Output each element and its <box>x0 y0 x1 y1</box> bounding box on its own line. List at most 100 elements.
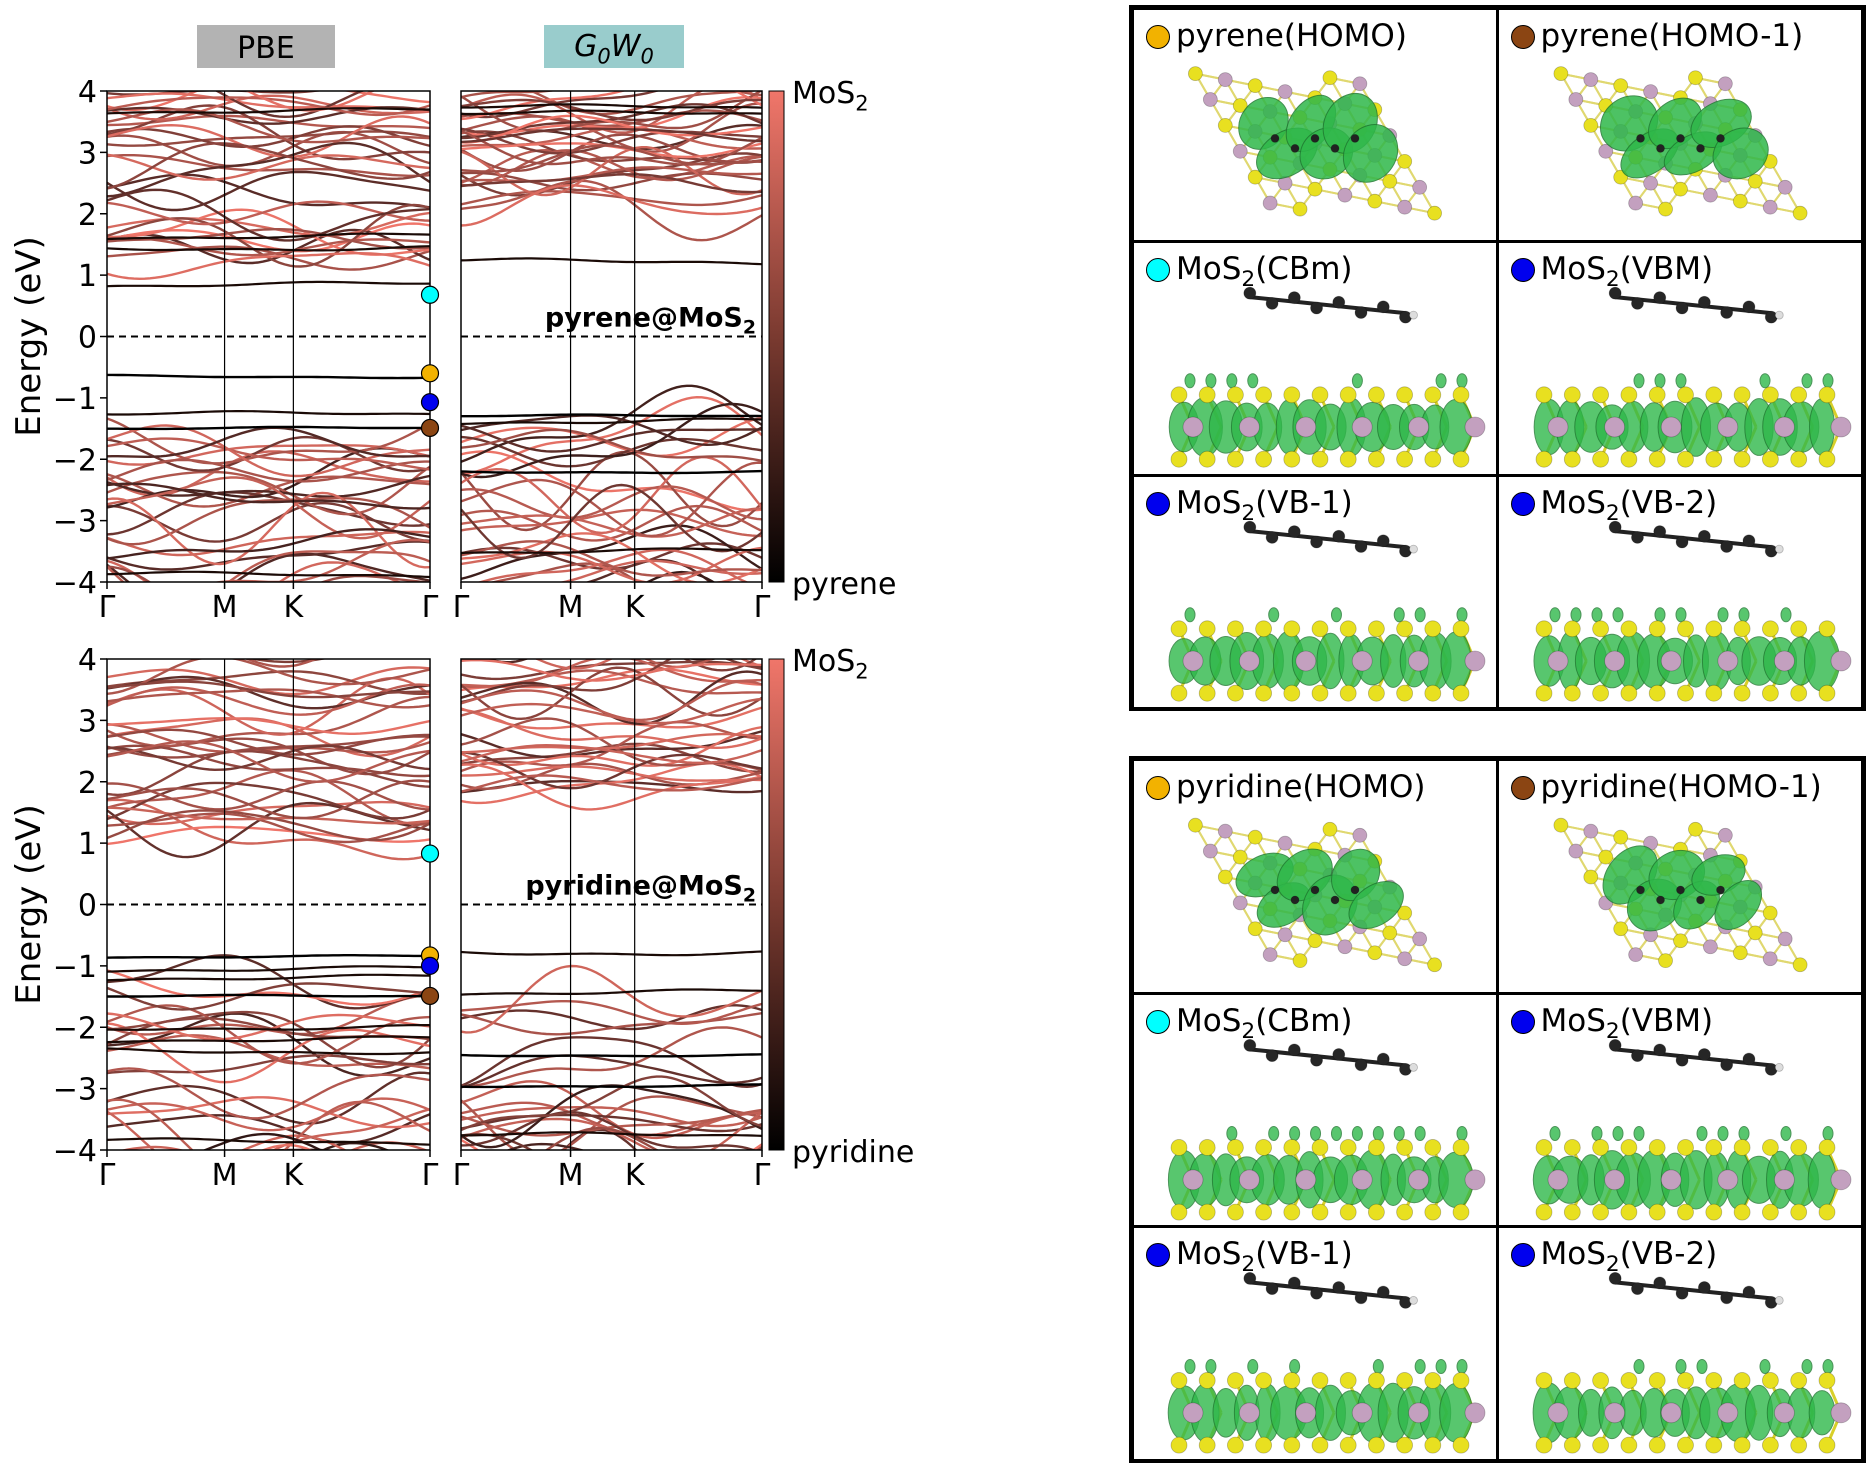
band-line <box>107 153 430 181</box>
band-line <box>107 666 430 696</box>
molecular-level <box>107 107 430 115</box>
band-line <box>461 149 762 187</box>
y-tick-label: −4 <box>53 566 97 601</box>
molecular-level <box>461 1083 762 1089</box>
y-axis-label: Energy (eV) <box>9 236 49 437</box>
band-line <box>461 1110 757 1150</box>
band-line <box>461 1154 762 1183</box>
orbital-cell-pyrene-0: pyrene(HOMO) <box>1132 8 1498 243</box>
band-line <box>107 154 430 177</box>
orbital-label: pyridine(HOMO-1) <box>1510 769 1822 805</box>
gw-header-label: G0W0 <box>574 29 654 69</box>
band-line <box>461 416 762 458</box>
molecular-level <box>107 1047 430 1056</box>
orbital-label-text: pyridine(HOMO-1) <box>1540 769 1822 805</box>
band-line <box>107 476 430 540</box>
kpoint-label: Γ <box>754 1158 771 1193</box>
band-line <box>107 1034 430 1070</box>
y-tick-label: −1 <box>53 950 97 985</box>
orbital-label: pyrene(HOMO) <box>1146 18 1407 54</box>
band-line <box>461 1012 762 1036</box>
y-tick-label: 3 <box>78 704 97 739</box>
molecular-level <box>107 954 430 959</box>
molecular-level <box>107 373 430 380</box>
state-color-dot <box>1510 25 1535 49</box>
kpoint-label: Γ <box>453 590 470 625</box>
band-line <box>461 1132 534 1150</box>
band-line <box>107 1159 430 1192</box>
band-line <box>107 769 430 826</box>
orbital-label: MoS2(VBM) <box>1510 1003 1713 1044</box>
band-line <box>214 91 365 119</box>
band-line <box>461 114 762 144</box>
colorbar-top-label: MoS2 <box>792 644 869 684</box>
y-tick-label: 2 <box>78 766 97 801</box>
band-line <box>461 91 762 99</box>
bands-3 <box>461 635 762 1183</box>
band-line <box>461 66 762 87</box>
orbital-isosurface-image <box>1167 1038 1486 1221</box>
band-line <box>107 728 430 756</box>
gamma-marker <box>420 844 440 863</box>
state-color-dot <box>1146 776 1170 800</box>
band-line <box>461 660 762 681</box>
colorbar-bottom-label: pyrene <box>792 567 896 602</box>
band-line <box>107 437 430 471</box>
y-tick-label: −2 <box>53 443 97 478</box>
molecular-level <box>107 425 430 431</box>
band-line <box>107 96 430 117</box>
band-line <box>107 473 430 508</box>
band-line <box>461 507 762 538</box>
band-line <box>461 1000 762 1026</box>
colorbar <box>768 90 785 583</box>
band-line <box>107 458 430 483</box>
orbital-label-text: MoS2(VB-1) <box>1176 484 1353 526</box>
molecular-level <box>107 993 430 998</box>
band-line <box>107 688 430 709</box>
orbital-isosurface-image <box>1533 287 1851 468</box>
band-line <box>682 659 758 672</box>
band-line <box>461 129 762 166</box>
band-line <box>461 635 762 656</box>
orbital-label-text: MoS2(VB-2) <box>1540 1236 1718 1278</box>
band-line <box>645 570 716 582</box>
orbital-cell-pyrene-3: MoS2(VBM) <box>1496 241 1863 476</box>
band-line <box>107 141 430 198</box>
y-tick-label: −3 <box>53 505 97 540</box>
molecular-level <box>107 1035 430 1044</box>
kpoint-label: M <box>558 590 584 625</box>
kpoint-label: Γ <box>422 1158 439 1193</box>
band-line <box>107 252 430 281</box>
orbital-label-text: MoS2(VB-1) <box>1176 1236 1353 1278</box>
molecular-level <box>461 988 762 996</box>
kpoint-label: K <box>625 1158 646 1193</box>
molecular-level <box>461 413 762 418</box>
band-line <box>461 763 762 811</box>
band-line <box>107 94 430 121</box>
orbital-cell-pyridine-0: pyridine(HOMO) <box>1132 759 1498 994</box>
orbital-label-text: MoS2(CBm) <box>1176 1002 1353 1044</box>
orbital-label-text: pyrene(HOMO) <box>1176 18 1407 54</box>
kpoint-label: M <box>212 590 238 625</box>
band-line <box>461 508 762 538</box>
band-line <box>107 236 430 257</box>
band-line <box>461 424 762 453</box>
orbital-label-text: pyridine(HOMO) <box>1176 769 1426 805</box>
orbital-label: pyridine(HOMO) <box>1146 769 1425 805</box>
band-line <box>107 1054 430 1075</box>
y-tick-label: −1 <box>53 382 97 417</box>
band-line <box>107 125 430 148</box>
band-line <box>107 104 430 161</box>
orbital-label: MoS2(CBm) <box>1146 1003 1353 1044</box>
band-line <box>107 228 430 250</box>
state-color-dot <box>1510 776 1535 800</box>
y-tick-label: 3 <box>78 136 97 171</box>
orbital-isosurface-image <box>1532 1272 1851 1454</box>
band-line <box>461 190 762 207</box>
bands-1 <box>461 66 762 582</box>
y-tick-label: −3 <box>53 1073 97 1108</box>
molecular-level <box>107 245 430 252</box>
